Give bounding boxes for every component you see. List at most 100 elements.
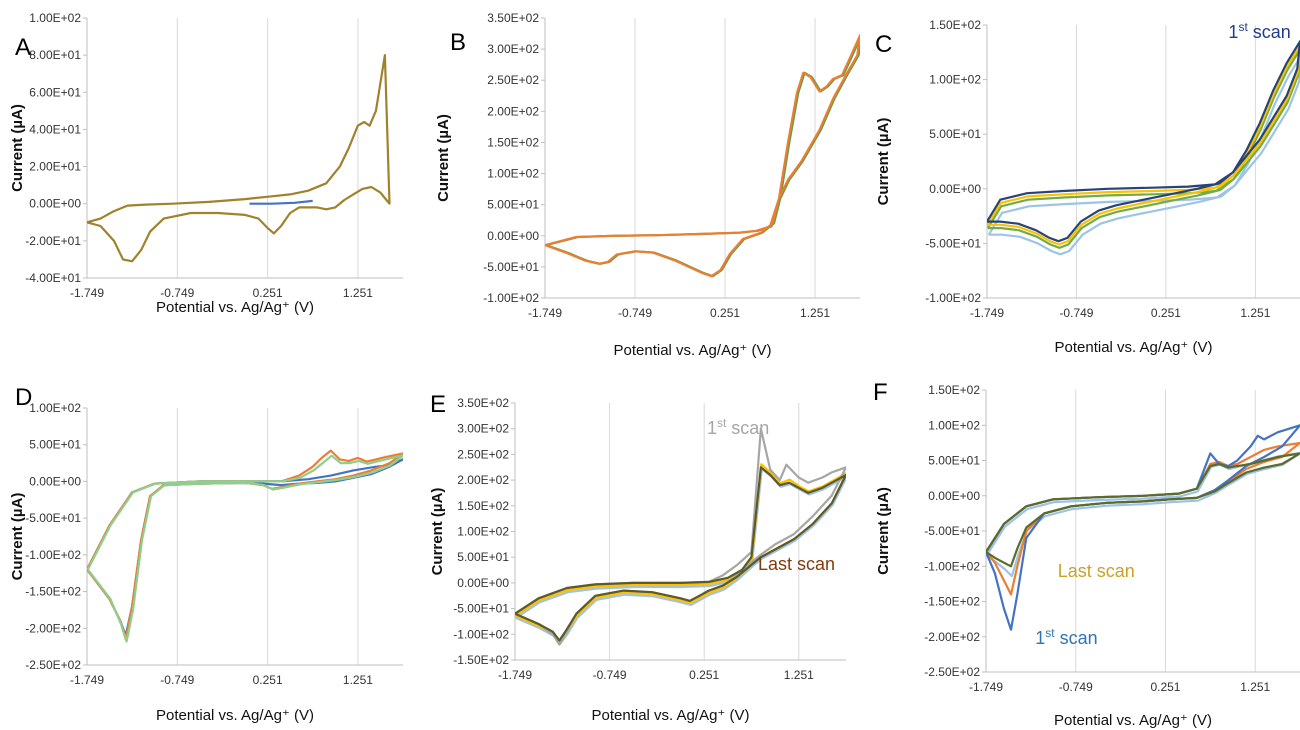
x-axis-title: Potential vs. Ag/Ag⁺ (V) <box>614 342 772 359</box>
y-tick-label: -5.00E+01 <box>925 236 981 250</box>
y-tick-label: 3.50E+02 <box>457 396 509 410</box>
y-axis-title: Current (µA) <box>9 493 26 581</box>
annotation-label: Last scan <box>1058 561 1135 581</box>
annotation-label: 1st scan <box>707 416 769 438</box>
y-tick-label: -2.00E+01 <box>25 234 81 248</box>
y-tick-label: -5.00E+01 <box>453 602 509 616</box>
panel-f: 1.50E+02 1.00E+02 5.00E+01 0.00E+00 -5.00E+0… <box>873 379 1300 729</box>
y-tick-label: 0.00E+00 <box>929 182 981 196</box>
y-axis-title: Current (µA) <box>435 114 452 202</box>
x-tick-label: -0.749 <box>1059 680 1093 694</box>
x-tick-label: -1.749 <box>969 680 1003 694</box>
x-tick-label: -0.749 <box>593 668 627 682</box>
y-tick-label: 1.00E+02 <box>457 525 509 539</box>
y-tick-label: -1.00E+02 <box>25 548 81 562</box>
series-trace <box>515 467 846 645</box>
y-tick-label: 4.00E+01 <box>29 122 81 136</box>
y-tick-label: 1.00E+02 <box>487 167 539 181</box>
y-axis-title: Current (µA) <box>875 118 892 206</box>
x-tick-label: -0.749 <box>1059 306 1093 320</box>
series-trace <box>87 454 403 643</box>
x-tick-label: 0.251 <box>689 668 719 682</box>
y-tick-label: 2.00E+02 <box>487 104 539 118</box>
x-axis-title: Potential vs. Ag/Ag⁺ (V) <box>1054 712 1212 729</box>
series-trace <box>546 35 860 278</box>
series-trace <box>249 199 313 205</box>
y-tick-label: 0.00E+00 <box>29 474 81 488</box>
y-tick-label: -4.00E+01 <box>25 271 81 285</box>
series-trace <box>986 452 1300 568</box>
y-tick-label: 2.00E+02 <box>457 473 509 487</box>
panel-b: 3.50E+02 3.00E+02 2.50E+02 2.00E+02 1.50E+02… <box>435 11 860 359</box>
panel-letter: B <box>450 29 466 56</box>
y-tick-label: 1.50E+02 <box>929 18 981 32</box>
x-axis-title: Potential vs. Ag/Ag⁺ (V) <box>156 299 314 316</box>
y-tick-label: -5.00E+01 <box>924 524 980 538</box>
panel-letter: F <box>873 379 888 406</box>
y-axis-title: Current (µA) <box>9 104 26 192</box>
x-tick-label: 1.251 <box>800 306 830 320</box>
y-tick-label: 1.50E+02 <box>487 135 539 149</box>
x-tick-label: -0.749 <box>160 286 194 300</box>
x-tick-label: -1.749 <box>70 673 104 687</box>
panel-c: 1.50E+02 1.00E+02 5.00E+01 0.00E+00 -5.00E+0… <box>875 18 1300 356</box>
y-tick-label: 0.00E+00 <box>457 576 509 590</box>
series-trace <box>87 458 403 637</box>
y-tick-label: -1.50E+02 <box>453 653 509 667</box>
series-trace <box>87 449 403 641</box>
x-tick-label: 1.251 <box>343 286 373 300</box>
y-tick-label: -2.50E+02 <box>25 658 81 672</box>
panel-letter: A <box>15 34 31 61</box>
x-tick-label: 1.251 <box>1240 680 1270 694</box>
x-axis-title: Potential vs. Ag/Ag⁺ (V) <box>1055 339 1213 356</box>
x-axis-title: Potential vs. Ag/Ag⁺ (V) <box>592 707 750 724</box>
x-tick-label: -1.749 <box>70 286 104 300</box>
y-tick-label: -1.00E+02 <box>925 291 981 305</box>
y-tick-label: 2.50E+02 <box>487 73 539 87</box>
y-tick-label: -1.50E+02 <box>924 595 980 609</box>
y-tick-label: -5.00E+01 <box>25 511 81 525</box>
y-tick-label: 5.00E+01 <box>929 127 981 141</box>
series-trace <box>987 40 1300 243</box>
y-tick-label: -2.50E+02 <box>924 665 980 679</box>
x-axis-title: Potential vs. Ag/Ag⁺ (V) <box>156 707 314 724</box>
y-tick-label: 5.00E+01 <box>928 454 980 468</box>
y-tick-label: 1.00E+02 <box>928 418 980 432</box>
x-tick-label: -1.749 <box>528 306 562 320</box>
y-tick-label: 3.00E+02 <box>487 42 539 56</box>
x-tick-label: -1.749 <box>498 668 532 682</box>
y-tick-label: 2.00E+01 <box>29 160 81 174</box>
y-tick-label: -1.00E+02 <box>483 291 539 305</box>
series-trace <box>545 34 860 278</box>
x-tick-label: 0.251 <box>253 286 283 300</box>
x-tick-label: 1.251 <box>1240 306 1270 320</box>
series-trace <box>515 466 846 642</box>
panel-d: 1.00E+02 5.00E+01 0.00E+00 -5.00E+01 -1.00E+… <box>9 384 403 724</box>
x-tick-label: 1.251 <box>343 673 373 687</box>
x-tick-label: -0.749 <box>160 673 194 687</box>
y-tick-label: 1.00E+02 <box>929 73 981 87</box>
series-trace <box>87 54 391 263</box>
y-axis-title: Current (µA) <box>875 487 892 575</box>
x-tick-label: 0.251 <box>1151 306 1181 320</box>
y-tick-label: -1.00E+02 <box>453 627 509 641</box>
x-tick-label: 0.251 <box>710 306 740 320</box>
y-tick-label: 8.00E+01 <box>29 48 81 62</box>
y-axis-title: Current (µA) <box>429 488 446 576</box>
x-tick-label: 0.251 <box>253 673 283 687</box>
y-tick-label: 0.00E+00 <box>29 197 81 211</box>
y-tick-label: -1.50E+02 <box>25 585 81 599</box>
y-tick-label: -2.00E+02 <box>924 630 980 644</box>
y-tick-label: -2.00E+02 <box>25 621 81 635</box>
x-tick-label: 1.251 <box>784 668 814 682</box>
panel-e: 3.50E+02 3.00E+02 2.50E+02 2.00E+02 1.50E+02… <box>429 391 846 724</box>
panel-letter: E <box>430 391 446 418</box>
y-tick-label: 3.50E+02 <box>487 11 539 25</box>
panel-a: 1.00E+02 8.00E+01 6.00E+01 4.00E+01 2.00E+01… <box>9 11 403 316</box>
x-tick-label: -1.749 <box>970 306 1004 320</box>
y-tick-label: 0.00E+00 <box>928 489 980 503</box>
y-tick-label: 5.00E+01 <box>457 550 509 564</box>
x-tick-label: -0.749 <box>618 306 652 320</box>
x-tick-label: 0.251 <box>1150 680 1180 694</box>
